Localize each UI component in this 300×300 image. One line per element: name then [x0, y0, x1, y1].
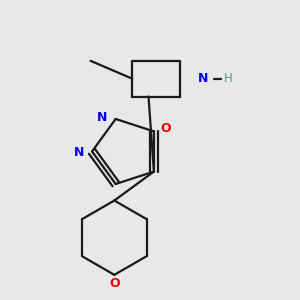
Text: H: H	[224, 72, 233, 85]
Text: N: N	[74, 146, 84, 160]
Text: N: N	[198, 72, 208, 85]
Text: O: O	[160, 122, 171, 135]
Text: O: O	[109, 277, 120, 290]
Text: N: N	[97, 111, 107, 124]
